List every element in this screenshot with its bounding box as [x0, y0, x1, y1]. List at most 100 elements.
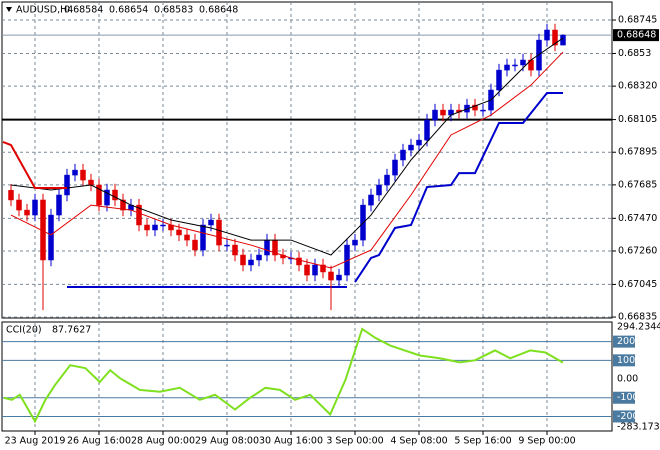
- candle-body: [384, 174, 390, 186]
- candle-body: [224, 244, 230, 247]
- candle-body: [200, 224, 206, 251]
- candle-body: [120, 199, 126, 211]
- candle-body: [424, 119, 430, 141]
- x-tick-label: 23 Aug 2019: [5, 436, 66, 447]
- cci-tick-label: -200: [617, 411, 639, 422]
- candle-body: [328, 271, 334, 281]
- y-tick-label: 0.68105: [618, 114, 657, 125]
- candle-body: [72, 169, 78, 176]
- candle-body: [520, 59, 526, 66]
- y-tick-label: 0.68320: [618, 81, 657, 92]
- candle-body: [496, 69, 502, 91]
- cci-plot: [2, 322, 612, 431]
- indicator-line: [10, 37, 564, 256]
- cci-tick-label: 200: [617, 336, 635, 347]
- candle-body: [432, 109, 438, 121]
- candle-body: [304, 264, 310, 276]
- x-tick-label: 4 Sep 08:00: [390, 436, 447, 447]
- indicator-line: [10, 51, 564, 269]
- candle-body: [264, 239, 270, 256]
- candle-body: [512, 64, 518, 67]
- candle-body: [80, 169, 86, 181]
- candle-body: [144, 224, 150, 231]
- candle-body: [312, 264, 318, 276]
- candle-body: [88, 179, 94, 186]
- x-tick-label: 9 Sep 00:00: [518, 436, 575, 447]
- header-low: 0.68583: [154, 5, 193, 16]
- y-tick-label: 0.66835: [618, 312, 657, 323]
- candle-body: [48, 214, 54, 261]
- candle-body: [16, 199, 22, 211]
- candle-body: [336, 274, 342, 281]
- candle-body: [56, 194, 62, 216]
- candle-body: [376, 184, 382, 196]
- cci-line: [3, 327, 564, 424]
- candle-body: [152, 224, 158, 231]
- candle-body: [320, 264, 326, 273]
- candle-body: [472, 104, 478, 111]
- candle-body: [296, 257, 302, 266]
- indicator-line: [2, 141, 67, 189]
- candle-body: [544, 29, 550, 41]
- candle-body: [248, 259, 254, 266]
- y-tick-label: 0.68745: [618, 15, 657, 26]
- cci-tick-label: -283.1739: [617, 422, 660, 433]
- cci-value: 87.7627: [52, 325, 91, 336]
- cci-tick-label: 0.00: [617, 374, 638, 385]
- x-tick-label: 29 Aug 08:00: [195, 436, 259, 447]
- cci-tick-label: -100: [617, 392, 639, 403]
- candle-body: [104, 189, 110, 206]
- candle-body: [400, 149, 406, 161]
- candle-body: [256, 254, 262, 261]
- y-tick-label: 0.67470: [618, 213, 657, 224]
- cci-level-box: [613, 410, 635, 423]
- candle-body: [240, 254, 246, 266]
- candle-body: [440, 109, 446, 116]
- candle-body: [8, 190, 14, 201]
- x-tick-label: 26 Aug 16:00: [67, 436, 131, 447]
- y-tick-label: 0.6853: [618, 48, 651, 59]
- candle-body: [480, 109, 486, 112]
- x-tick-label: 30 Aug 16:00: [259, 436, 323, 447]
- y-tick-label: 0.67895: [618, 147, 657, 158]
- y-tick-label: 0.67260: [618, 245, 657, 256]
- cci-tick-label: 100: [617, 355, 635, 366]
- main-plot: [2, 2, 612, 318]
- candle-body: [96, 184, 102, 206]
- candle-body: [560, 34, 566, 46]
- candle-body: [192, 239, 198, 251]
- candle-body: [24, 209, 30, 216]
- cci-tick-label: 294.2344: [617, 322, 660, 333]
- candle-body: [184, 234, 190, 241]
- x-tick-label: 5 Sep 16:00: [454, 436, 511, 447]
- candle-body: [176, 229, 182, 236]
- indicator-line: [354, 91, 563, 283]
- x-tick-label: 28 Aug 00:00: [131, 436, 195, 447]
- candle-body: [112, 189, 118, 201]
- menu-arrow: [6, 7, 12, 12]
- cci-level-box: [613, 391, 635, 404]
- header-open: 0.68584: [64, 5, 103, 16]
- candle-body: [504, 64, 510, 71]
- cci-level-box: [613, 354, 635, 367]
- cci-level-box: [613, 335, 635, 348]
- symbol: AUDUSD,H4: [16, 5, 73, 16]
- x-tick-label: 3 Sep 00:00: [326, 436, 383, 447]
- y-tick-label: 0.67685: [618, 179, 657, 190]
- candle-body: [136, 204, 142, 226]
- candle-body: [64, 174, 70, 196]
- candle-body: [232, 244, 238, 256]
- candle-body: [552, 29, 558, 46]
- candle-body: [32, 199, 38, 216]
- candle-body: [408, 144, 414, 151]
- candle-body: [216, 219, 222, 246]
- candle-body: [352, 239, 358, 246]
- price-label-box: [613, 29, 659, 42]
- candle-body: [208, 219, 214, 226]
- candle-body: [392, 159, 398, 176]
- header-high: 0.68654: [109, 5, 148, 16]
- candle-body: [160, 224, 166, 227]
- header-close: 0.68648: [199, 5, 238, 16]
